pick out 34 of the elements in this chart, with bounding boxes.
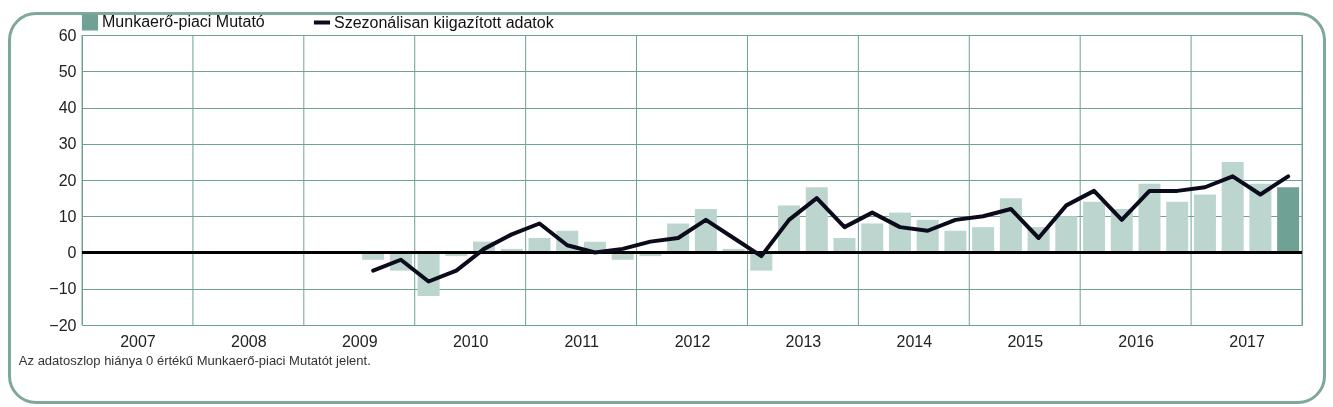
y-tick-label: −10	[49, 280, 77, 298]
legend-label: Munkaerő-piaci Mutató	[102, 13, 265, 31]
y-tick-label: 0	[67, 244, 77, 261]
bar	[1083, 201, 1106, 253]
y-tick-label: −20	[49, 316, 77, 334]
bar	[1193, 194, 1216, 253]
x-tick-label: 2009	[341, 332, 378, 350]
legend-label: Szezonálisan kiigazított adatok	[334, 13, 555, 31]
text: Az adatoszlop hiánya 0 értékű Munkaerő-piaci Mutatót jelent.	[18, 353, 371, 368]
x-tick-label: 2014	[896, 332, 933, 350]
x-tick-label: 2008	[231, 332, 267, 350]
y-tick-label: 10	[58, 207, 77, 225]
x-tick-label: 2012	[674, 332, 711, 350]
bar	[1166, 201, 1189, 253]
bar	[1221, 161, 1244, 253]
y-tick-label: 30	[58, 135, 77, 153]
line-series	[371, 174, 1291, 284]
x-tick-label: 2007	[120, 332, 156, 350]
y-tick-label: 40	[58, 99, 77, 116]
y-tick-label: 60	[58, 26, 77, 44]
x-tick-label: 2017	[1229, 332, 1265, 350]
x-tick-label: 2013	[785, 332, 822, 350]
x-tick-label: 2010	[452, 332, 489, 350]
y-tick-label: 20	[58, 171, 77, 189]
x-tick-label: 2016	[1118, 332, 1155, 350]
bar	[1249, 183, 1272, 253]
y-tick-label: 50	[58, 62, 77, 80]
bar	[972, 227, 995, 253]
bar	[944, 230, 967, 253]
bar	[861, 223, 884, 253]
x-tick-label: 2011	[564, 332, 599, 350]
bar	[1138, 183, 1161, 253]
bar	[1055, 216, 1078, 253]
x-tick-label: 2015	[1007, 332, 1044, 350]
